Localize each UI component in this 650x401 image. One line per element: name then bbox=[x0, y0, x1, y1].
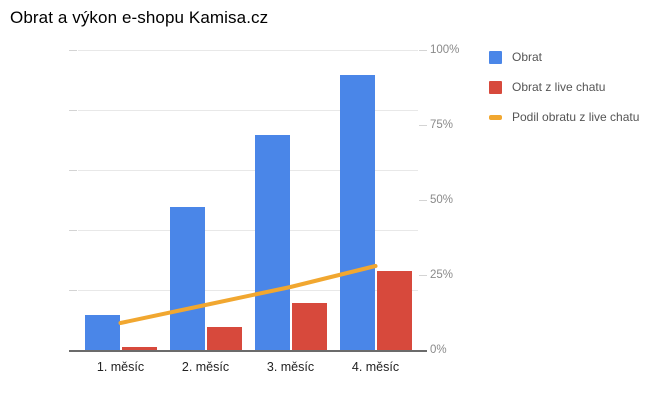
legend-item-label: Podil obratu z live chatu bbox=[512, 110, 640, 124]
left-axis-tick bbox=[69, 110, 77, 111]
left-axis-tick bbox=[69, 50, 77, 51]
bar[interactable] bbox=[376, 270, 412, 350]
legend-item[interactable]: Obrat z live chatu bbox=[489, 72, 639, 102]
line-path bbox=[118, 264, 378, 325]
x-axis-label: 3. měsíc bbox=[266, 360, 315, 374]
left-axis-tick bbox=[69, 170, 77, 171]
chart-title: Obrat a výkon e-shopu Kamisa.cz bbox=[10, 8, 269, 27]
legend-item[interactable]: Obrat bbox=[489, 42, 639, 72]
bar[interactable] bbox=[206, 327, 242, 350]
gridline bbox=[78, 230, 418, 231]
x-axis-label: 4. měsíc bbox=[351, 360, 400, 374]
right-axis-label: 50% bbox=[430, 194, 454, 206]
bar[interactable] bbox=[121, 347, 157, 350]
bar[interactable] bbox=[254, 135, 290, 350]
legend-item-label: Obrat z live chatu bbox=[512, 80, 606, 94]
left-axis-tick bbox=[69, 230, 77, 231]
right-axis-label: 25% bbox=[430, 269, 454, 281]
bar[interactable] bbox=[291, 303, 327, 350]
x-axis-label: 1. měsíc bbox=[96, 360, 145, 374]
chart-legend: Obrat Obrat z live chatu Podil obratu z li… bbox=[489, 42, 639, 132]
legend-item-label: Obrat bbox=[512, 50, 543, 64]
axis-baseline bbox=[69, 350, 427, 352]
gridline bbox=[78, 110, 418, 111]
gridline bbox=[78, 170, 418, 171]
legend-item[interactable]: Podil obratu z live chatu bbox=[489, 102, 639, 132]
right-axis-tick bbox=[419, 275, 427, 276]
right-axis-label: 75% bbox=[430, 119, 454, 131]
right-axis-label: 100% bbox=[430, 44, 460, 56]
bar[interactable] bbox=[84, 315, 120, 350]
left-axis-tick bbox=[69, 290, 77, 291]
bar[interactable] bbox=[339, 75, 375, 350]
legend-square-icon bbox=[489, 80, 502, 94]
gridline bbox=[78, 50, 418, 51]
right-axis-tick bbox=[419, 50, 427, 51]
right-axis-label: 0% bbox=[430, 344, 447, 356]
right-axis-tick bbox=[419, 200, 427, 201]
legend-square-icon bbox=[489, 50, 502, 64]
legend-line-icon bbox=[489, 114, 502, 120]
x-axis-label: 2. měsíc bbox=[181, 360, 230, 374]
right-axis-tick bbox=[419, 125, 427, 126]
bar[interactable] bbox=[169, 206, 205, 350]
plot-area: 0Kč500 000Kč1 000 000Kč1 500 000Kč2 000 … bbox=[69, 44, 459, 374]
